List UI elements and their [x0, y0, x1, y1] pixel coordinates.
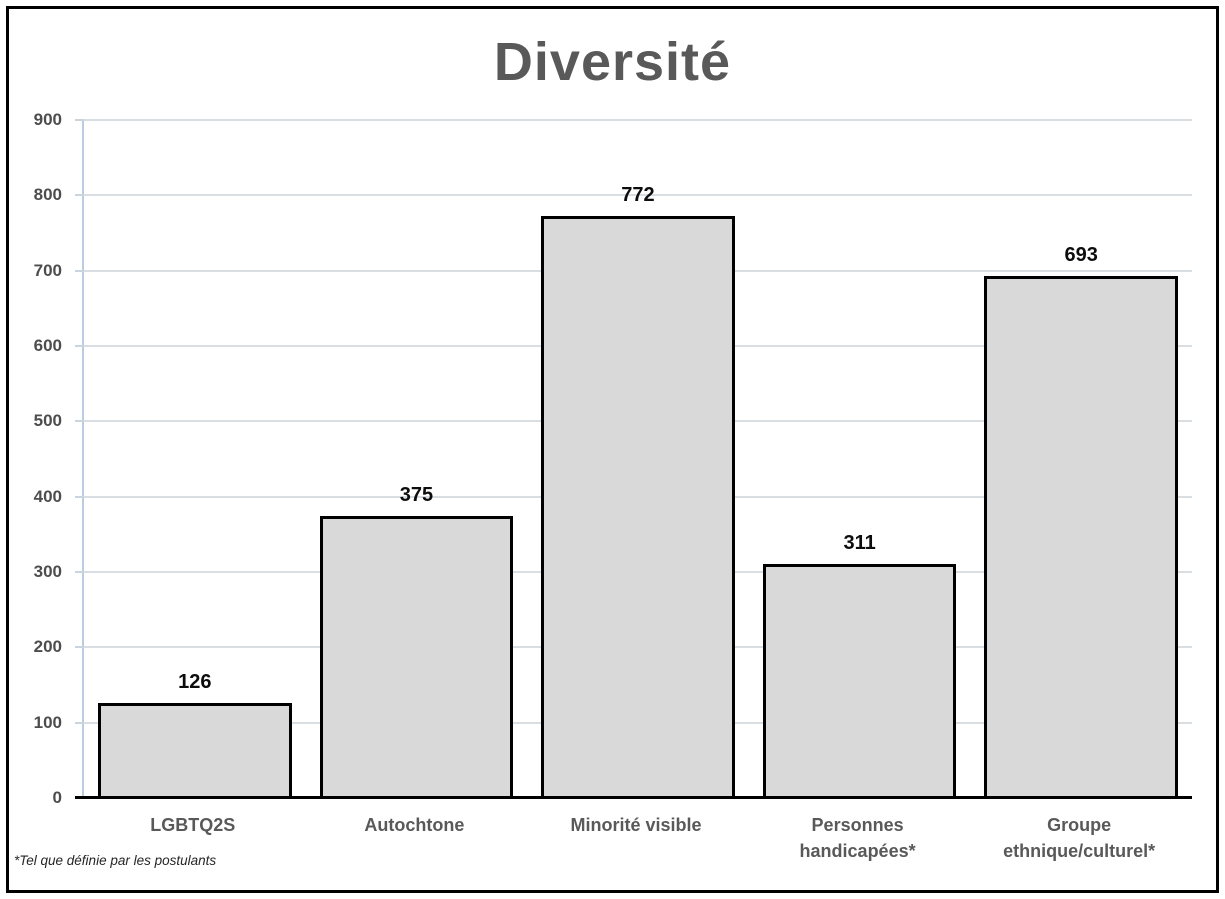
bar-slot: 693 [970, 120, 1192, 798]
bar [762, 563, 957, 798]
bar [984, 275, 1179, 798]
x-axis-label: Autochtone [364, 815, 465, 835]
chart-title: Diversité [493, 32, 732, 92]
bar-slot: 311 [749, 120, 971, 798]
footnote: *Tel que définie par les postulants [14, 853, 217, 868]
value-label: 693 [1064, 243, 1098, 266]
y-tick [75, 420, 84, 423]
gridline [84, 119, 1192, 121]
x-axis-label: LGBTQ2S [150, 815, 236, 835]
y-tick [75, 495, 84, 498]
value-label: 375 [399, 483, 434, 506]
gridline [84, 194, 1192, 197]
y-axis-label: 100 [33, 712, 62, 732]
bar [319, 515, 514, 798]
y-axis-label: 0 [52, 788, 62, 807]
y-axis-label: 300 [33, 562, 62, 581]
bar-slot: 375 [306, 120, 528, 798]
x-axis-line [75, 796, 1192, 799]
y-axis-label: 500 [33, 411, 62, 431]
y-tick [75, 269, 84, 272]
bar-slot: 772 [527, 120, 749, 798]
y-axis-label: 600 [33, 336, 62, 355]
x-axis-labels: LGBTQ2S Autochtone Minorité visible Personn… [82, 812, 1190, 864]
y-tick [75, 345, 84, 347]
y-tick [75, 194, 84, 197]
x-axis-label: Personnes handicapées* [799, 815, 916, 862]
plot-area: 126 375 772 311 693 [75, 119, 1192, 799]
x-axis-label: Minorité visible [570, 815, 702, 835]
y-axis-label: 900 [33, 110, 62, 129]
y-axis: 0 100 200 300 400 500 600 700 800 900 [0, 110, 62, 807]
y-axis-label: 400 [33, 486, 62, 506]
y-tick [75, 571, 84, 573]
y-axis-label: 700 [33, 260, 62, 280]
y-axis-label: 200 [33, 637, 62, 657]
y-tick [75, 721, 84, 724]
x-axis-label: Groupe ethnique/culturel* [1003, 815, 1156, 862]
y-tick [75, 646, 84, 649]
y-axis-label: 800 [33, 185, 62, 205]
bar [541, 216, 735, 798]
bar-slot: 126 [84, 120, 306, 798]
value-label: 772 [621, 184, 655, 207]
value-label: 311 [843, 531, 876, 554]
bar [97, 703, 292, 798]
y-tick [75, 119, 84, 121]
value-label: 126 [178, 671, 212, 694]
